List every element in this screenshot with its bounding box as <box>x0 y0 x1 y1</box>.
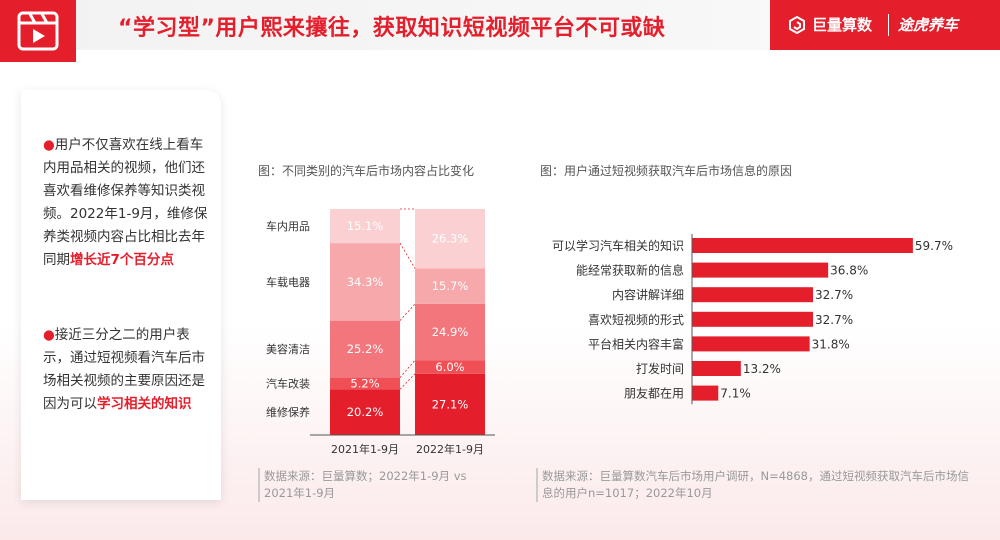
series-label: 车载电器 <box>266 275 310 289</box>
bar-segment <box>330 389 400 435</box>
brand-tuhu: 途虎养车 <box>898 16 959 34</box>
value-label: 7.1% <box>720 387 751 401</box>
data-label: 20.2% <box>347 405 384 419</box>
bar-segment <box>415 268 485 304</box>
bar <box>692 287 813 303</box>
bar-segment <box>415 360 485 374</box>
series-label: 车内用品 <box>266 219 310 233</box>
page-title: “学习型”用户熙来攘往，获取知识短视频平台不可或缺 <box>118 16 666 41</box>
connector-line <box>399 242 416 269</box>
horizontal-bar-chart: 可以学习汽车相关的知识 59.7% 能经常获取新的信息 36.8% 内容讲解详细 32.7… <box>552 234 953 405</box>
bar <box>692 385 719 401</box>
left-source-note: 数据来源：巨量算数；2022年1-9月 vs 2021年1-9月 <box>258 468 498 502</box>
value-label: 36.8% <box>830 264 868 278</box>
right-source-note: 数据来源：巨量算数汽车后市场用户调研，N=4868，通过短视频获取汽车后市场信息… <box>536 468 976 502</box>
value-label: 32.7% <box>815 288 853 302</box>
bar-segment <box>330 243 400 321</box>
connector-line <box>399 373 416 390</box>
category-label: 能经常获取新的信息 <box>576 263 684 278</box>
bar-segment <box>330 377 400 390</box>
data-label: 34.3% <box>347 275 384 289</box>
value-label: 59.7% <box>915 239 953 253</box>
category-label: 内容讲解详细 <box>612 287 684 302</box>
data-label: 25.2% <box>347 342 384 356</box>
connector-line <box>399 359 416 378</box>
brand-juliang: 巨量算数 <box>788 14 872 35</box>
clapperboard-icon <box>17 11 59 51</box>
category-label: 打发时间 <box>636 361 684 376</box>
category-label: 可以学习汽车相关的知识 <box>552 238 684 253</box>
data-label: 26.3% <box>432 232 469 246</box>
bar <box>692 238 913 253</box>
bar-segment <box>415 303 485 361</box>
stacked-bar-chart: 20.2% 5.2% 25.2% 34.3% 15.1% 2021年1-9月 27.1% 6.… <box>266 208 495 456</box>
bar <box>692 311 813 327</box>
bar <box>692 361 741 376</box>
series-label: 美容清洁 <box>266 342 310 356</box>
x-tick-label: 2022年1-9月 <box>416 442 484 456</box>
data-label: 27.1% <box>432 397 469 411</box>
right-chart-caption: 图：用户通过短视频获取汽车后市场信息的原因 <box>540 164 793 178</box>
bullet-dot-icon: ● <box>43 327 55 343</box>
category-label: 平台相关内容丰富 <box>588 336 684 351</box>
data-label: 15.7% <box>432 279 469 293</box>
bar <box>692 336 810 352</box>
summary-p1-highlight: 增长近7个百分点 <box>70 252 174 268</box>
summary-paragraph-1: ●用户不仅喜欢在线上看车内用品相关的视频，他们还喜欢看维修保养等知识类视频。20… <box>43 134 213 272</box>
summary-p2-highlight: 学习相关的知识 <box>97 396 192 412</box>
bullet-dot-icon: ● <box>43 137 55 153</box>
value-label: 13.2% <box>743 362 781 376</box>
data-label: 15.1% <box>347 219 384 233</box>
bar <box>692 262 829 278</box>
bar-segment <box>330 209 400 244</box>
data-label: 24.9% <box>432 325 469 339</box>
data-label: 5.2% <box>350 376 379 390</box>
summary-paragraph-2: ●接近三分之二的用户表示，通过短视频看汽车后市场相关视频的主要原因还是因为可以学… <box>43 324 213 416</box>
bar-segment <box>415 209 485 269</box>
left-chart-caption: 图：不同类别的汽车后市场内容占比变化 <box>258 164 475 178</box>
series-label: 维修保养 <box>266 405 310 419</box>
bar-segment <box>415 373 485 435</box>
brand-area: 巨量算数 途虎养车 <box>770 0 1000 50</box>
connector-line <box>399 303 416 321</box>
juliang-logo-icon <box>789 15 805 34</box>
bar-segment <box>330 320 400 378</box>
value-label: 31.8% <box>812 337 850 351</box>
series-label: 汽车改装 <box>266 376 310 390</box>
summary-p1-text: 用户不仅喜欢在线上看车内用品相关的视频，他们还喜欢看维修保养等知识类视频。202… <box>43 137 208 268</box>
brand-juliang-label: 巨量算数 <box>812 16 873 34</box>
video-logo <box>0 0 76 62</box>
summary-p2-text: 接近三分之二的用户表示，通过短视频看汽车后市场相关视频的主要原因还是因为可以 <box>43 327 205 412</box>
x-tick-label: 2021年1-9月 <box>331 442 399 456</box>
data-label: 6.0% <box>435 360 464 374</box>
summary-card: ●用户不仅喜欢在线上看车内用品相关的视频，他们还喜欢看维修保养等知识类视频。20… <box>21 90 221 500</box>
brand-separator <box>888 14 889 36</box>
category-label: 喜欢短视频的形式 <box>588 312 684 327</box>
category-label: 朋友都在用 <box>624 387 684 401</box>
value-label: 32.7% <box>815 313 853 327</box>
